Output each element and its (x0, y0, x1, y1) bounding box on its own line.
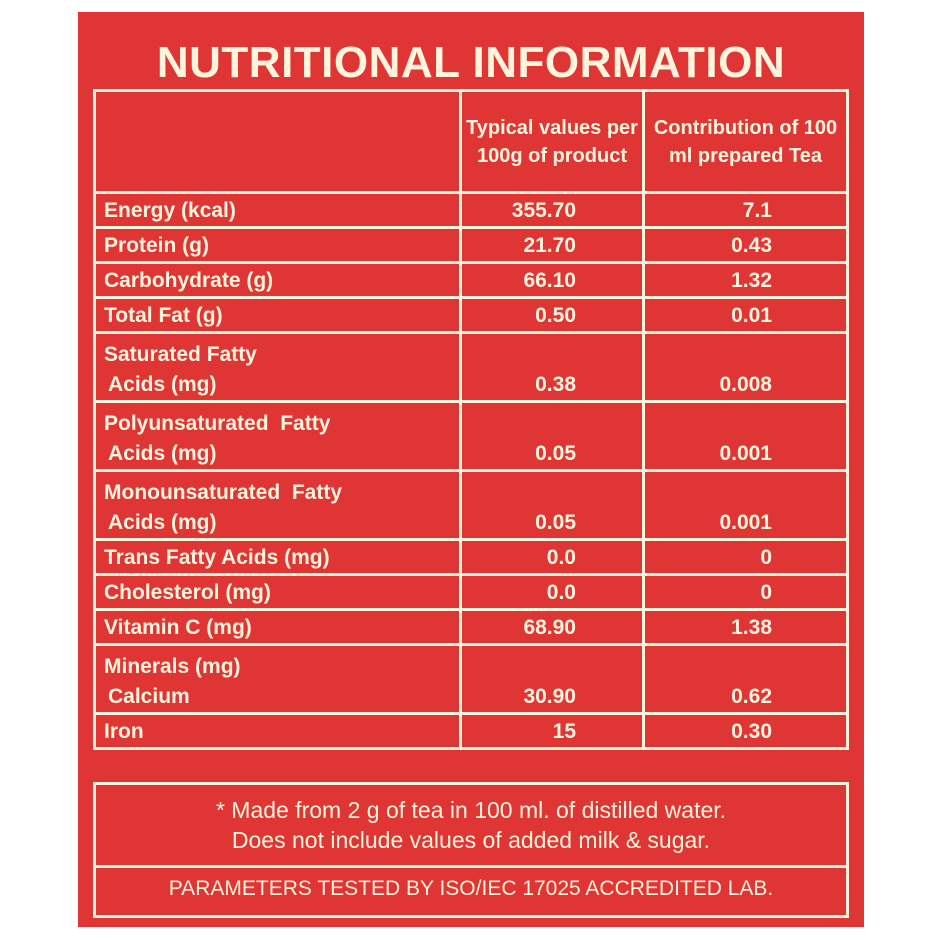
value-per-100ml: 0.001 (645, 472, 846, 541)
value-per-100g: 0.38 (462, 334, 645, 403)
table-row: Iron 15 0.30 (96, 715, 846, 747)
lab-note: PARAMETERS TESTED BY ISO/IEC 17025 ACCRE… (168, 877, 774, 900)
value-per-100ml: 0.62 (645, 646, 846, 715)
nutrient-label: Iron (104, 720, 144, 743)
value-per-100ml: 0.43 (645, 229, 846, 264)
value-per-100ml: 0.001 (645, 403, 846, 472)
nutrient-label: Cholesterol (mg) (104, 581, 271, 604)
nutrient-label: Monounsaturated Fatty (104, 481, 343, 504)
nutrient-label: Polyunsaturated Fatty (104, 412, 331, 435)
header-empty-cell (96, 92, 462, 194)
value-per-100ml: 1.32 (645, 264, 846, 299)
value-per-100g: 15 (462, 715, 645, 747)
value-per-100ml: 0 (645, 541, 846, 576)
nutrient-label: Minerals (mg) (104, 655, 241, 678)
value-per-100g: 0.05 (462, 403, 645, 472)
nutrient-label: Saturated Fatty (104, 343, 257, 366)
nutrient-label: Carbohydrate (g) (104, 269, 274, 292)
value-per-100ml: 7.1 (645, 194, 846, 229)
nutrient-label-line-2: Calcium (108, 685, 190, 708)
table-row: Energy (kcal) 355.70 7.1 (96, 194, 846, 229)
nutrient-name: Carbohydrate (g) (96, 264, 462, 299)
header-per-100ml: Contribution of 100 ml prepared Tea (645, 92, 846, 194)
page-title: NUTRITIONAL INFORMATION (156, 38, 786, 87)
footnote-line-2: Does not include values of added milk & … (231, 827, 711, 853)
table-body: Energy (kcal) 355.70 7.1 Protein (g) 21.70 0.… (96, 194, 846, 747)
table-row: Cholesterol (mg) 0.0 0 (96, 576, 846, 611)
nutrient-name: Saturated Fatty Acids (mg) (96, 334, 462, 403)
value-per-100g: 66.10 (462, 264, 645, 299)
nutrient-label: Vitamin C (mg) (104, 616, 252, 639)
value-per-100ml: 1.38 (645, 611, 846, 646)
nutrient-label-line-2: Acids (mg) (108, 442, 217, 465)
footnote: * Made from 2 g of tea in 100 ml. of dis… (96, 795, 846, 855)
nutrient-label: Trans Fatty Acids (mg) (104, 546, 330, 569)
nutrient-name: Vitamin C (mg) (96, 611, 462, 646)
divider (96, 865, 846, 868)
nutrition-table: Typical values per 100g of product Contr… (93, 89, 849, 750)
footnote-box: * Made from 2 g of tea in 100 ml. of dis… (93, 782, 849, 918)
table-row: Carbohydrate (g) 66.10 1.32 (96, 264, 846, 299)
nutrient-name: Iron (96, 715, 462, 747)
footnote-line-1: * Made from 2 g of tea in 100 ml. of dis… (215, 797, 727, 823)
nutrient-name: Energy (kcal) (96, 194, 462, 229)
nutrient-label-line-2: Acids (mg) (108, 373, 217, 396)
nutrient-name: Protein (g) (96, 229, 462, 264)
value-per-100g: 0.0 (462, 541, 645, 576)
table-row: Vitamin C (mg) 68.90 1.38 (96, 611, 846, 646)
nutrient-label: Total Fat (g) (104, 304, 223, 327)
nutrient-label: Energy (kcal) (104, 199, 236, 222)
table-row: Total Fat (g) 0.50 0.01 (96, 299, 846, 334)
nutrient-label-line-2: Acids (mg) (108, 511, 217, 534)
value-per-100g: 0.0 (462, 576, 645, 611)
header-per-100g: Typical values per 100g of product (462, 92, 645, 194)
table-row: Saturated Fatty Acids (mg) 0.38 0.008 (96, 334, 846, 403)
value-per-100g: 0.50 (462, 299, 645, 334)
value-per-100g: 21.70 (462, 229, 645, 264)
nutrient-name: Total Fat (g) (96, 299, 462, 334)
nutrient-name: Minerals (mg) Calcium (96, 646, 462, 715)
nutrient-name: Trans Fatty Acids (mg) (96, 541, 462, 576)
value-per-100ml: 0.008 (645, 334, 846, 403)
table-header-row: Typical values per 100g of product Contr… (96, 92, 846, 194)
table-row: Protein (g) 21.70 0.43 (96, 229, 846, 264)
nutrient-name: Polyunsaturated Fatty Acids (mg) (96, 403, 462, 472)
table-row: Minerals (mg) Calcium 30.90 0.62 (96, 646, 846, 715)
nutrient-name: Monounsaturated Fatty Acids (mg) (96, 472, 462, 541)
value-per-100ml: 0.01 (645, 299, 846, 334)
value-per-100g: 355.70 (462, 194, 645, 229)
value-per-100g: 0.05 (462, 472, 645, 541)
value-per-100g: 68.90 (462, 611, 645, 646)
nutrition-panel: NUTRITIONAL INFORMATION Typical values p… (78, 12, 864, 927)
value-per-100ml: 0 (645, 576, 846, 611)
table-row: Polyunsaturated Fatty Acids (mg) 0.05 0.001 (96, 403, 846, 472)
nutrient-label: Protein (g) (104, 234, 209, 257)
value-per-100ml: 0.30 (731, 720, 772, 743)
table-row: Trans Fatty Acids (mg) 0.0 0 (96, 541, 846, 576)
nutrient-name: Cholesterol (mg) (96, 576, 462, 611)
table-row: Monounsaturated Fatty Acids (mg) 0.05 0.001 (96, 472, 846, 541)
value-per-100g: 30.90 (462, 646, 645, 715)
